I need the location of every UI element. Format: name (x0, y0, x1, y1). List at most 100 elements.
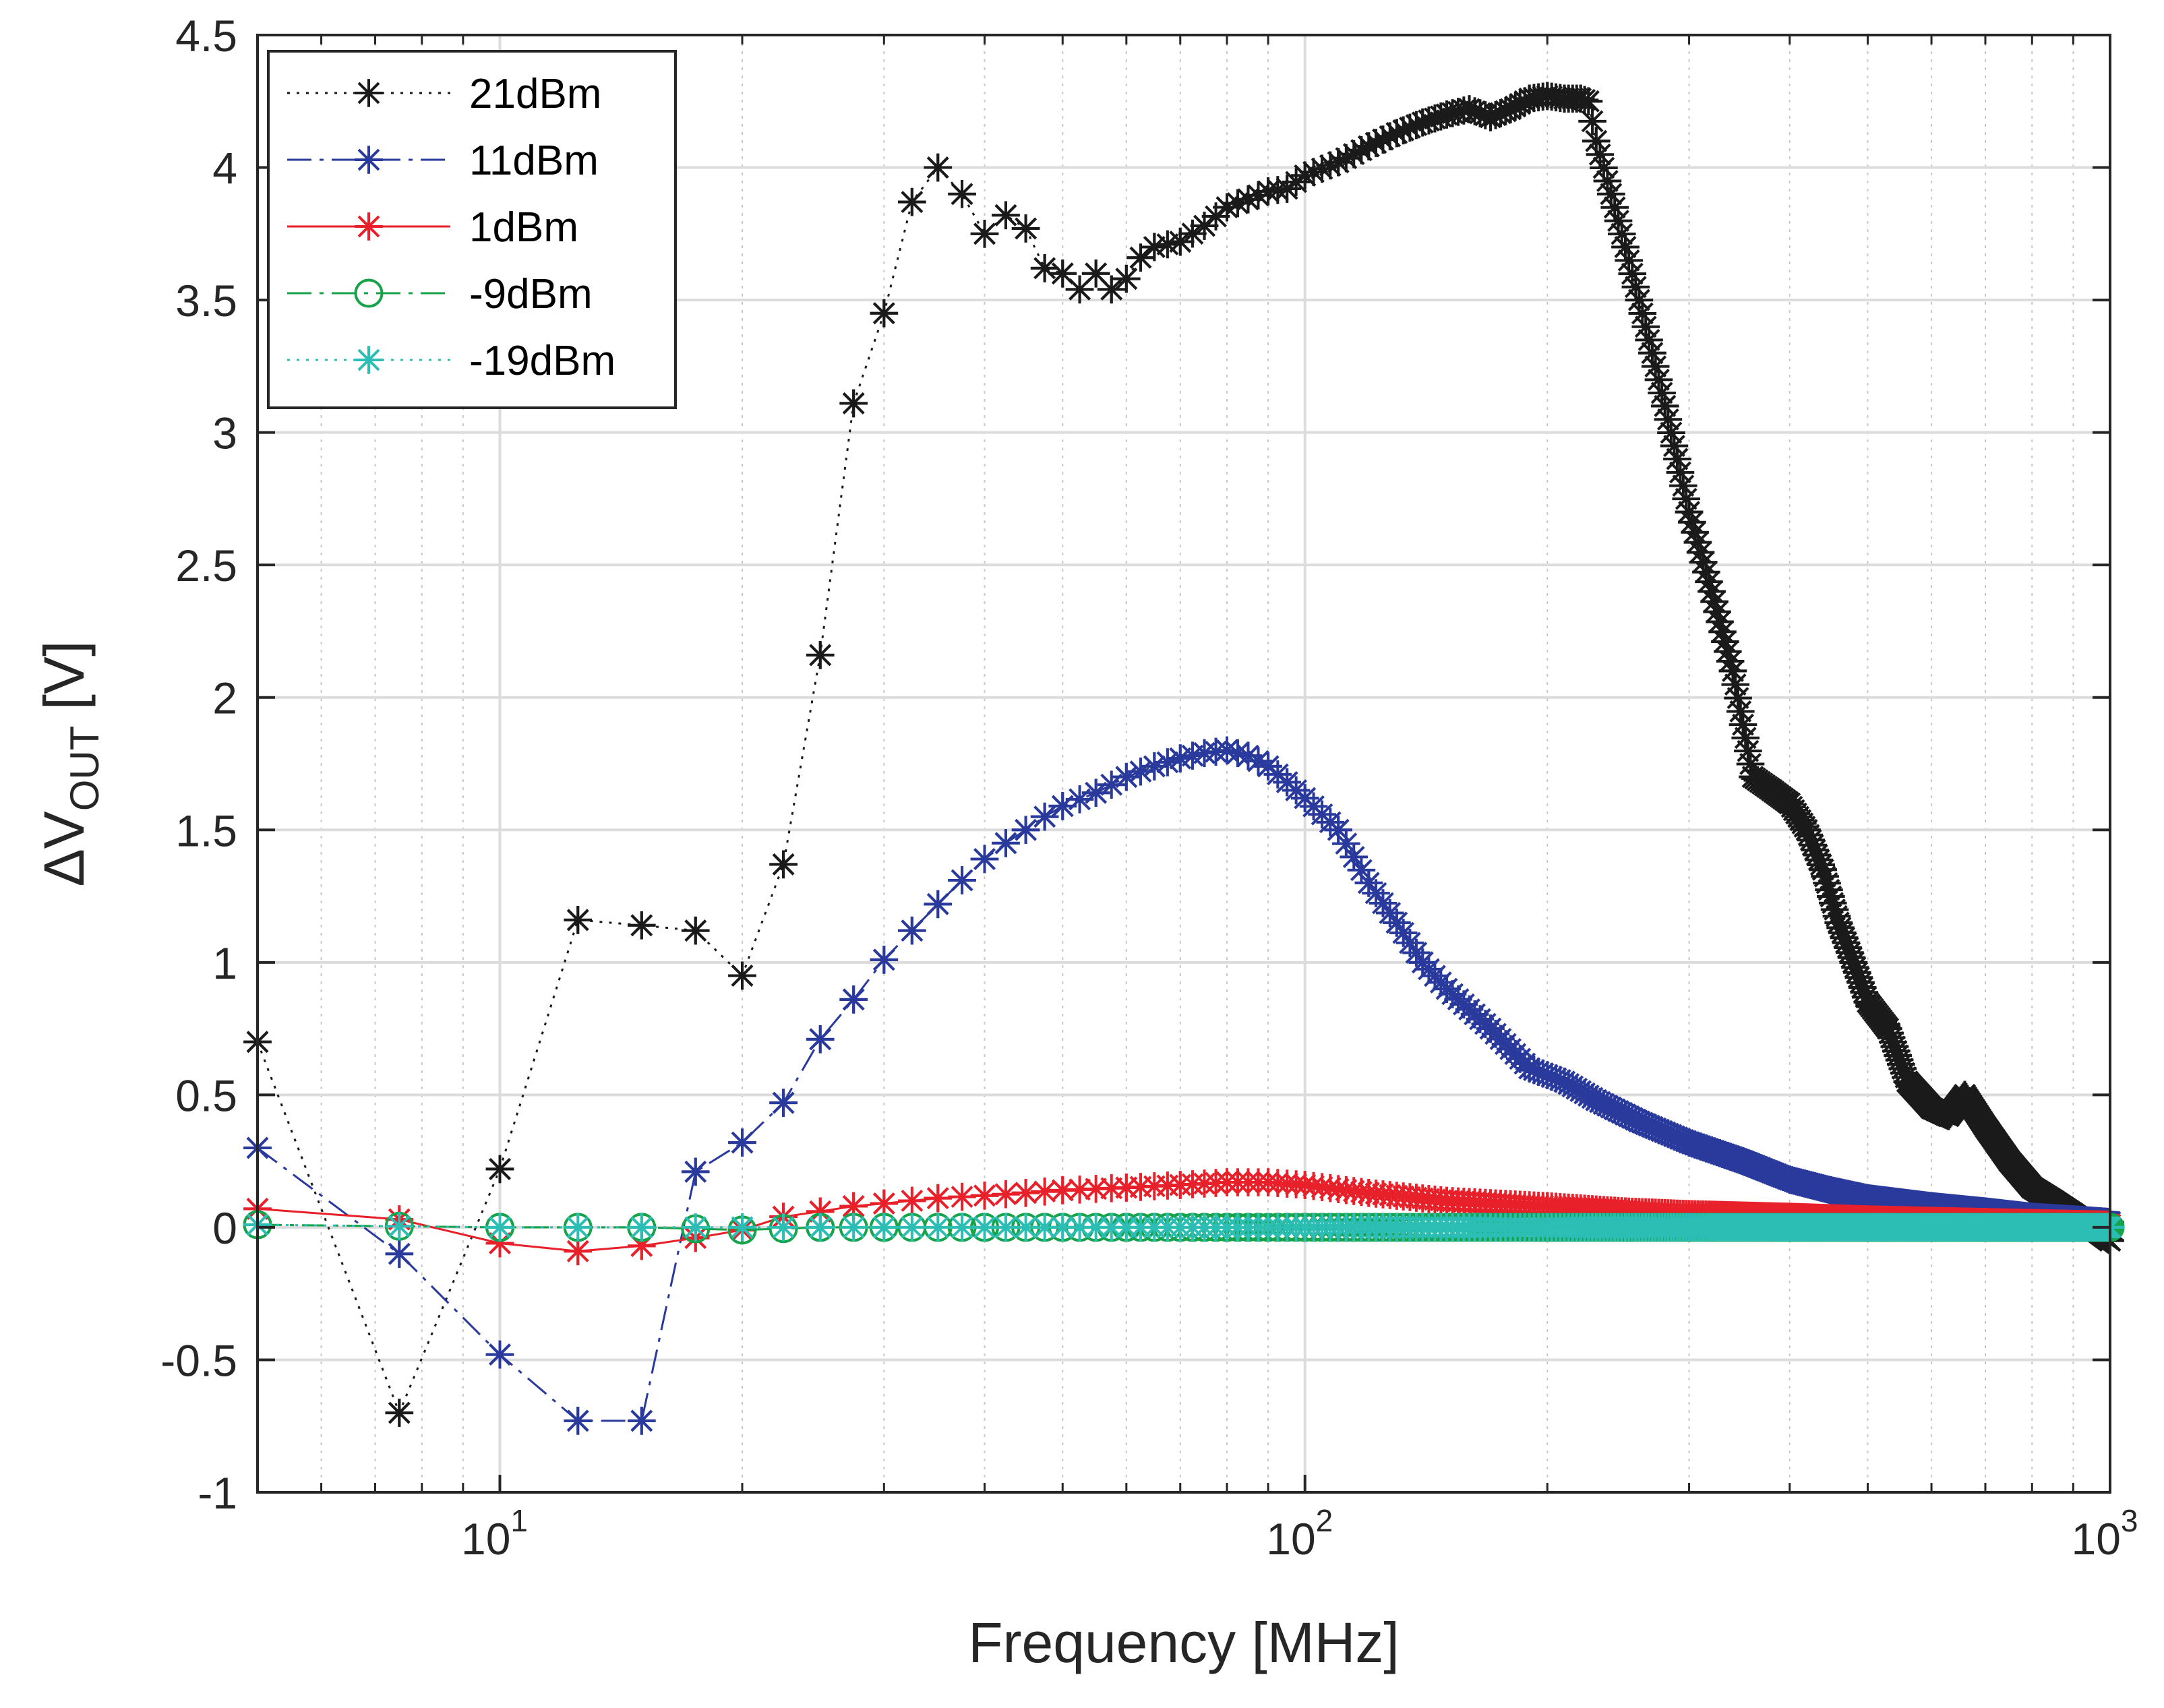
y-tick-label: 4.5 (175, 11, 237, 61)
data-point (948, 866, 976, 894)
data-point (1625, 286, 1654, 314)
data-point (1290, 1213, 1319, 1242)
data-point (1582, 1086, 1611, 1115)
data-point (1853, 987, 1882, 1016)
data-point (970, 845, 999, 874)
data-point (1273, 768, 1301, 797)
data-point (769, 850, 798, 879)
data-point (1809, 855, 1837, 884)
data-point (924, 1184, 953, 1213)
legend-marker (355, 79, 383, 107)
data-point (1718, 657, 1747, 685)
series-layer (243, 82, 2125, 1435)
data-point (1597, 180, 1625, 208)
data-point (628, 1213, 656, 1242)
y-tick-label: 0 (212, 1203, 237, 1253)
data-point (1190, 212, 1219, 240)
data-point (839, 985, 868, 1014)
data-point (924, 1213, 953, 1242)
data-point (1995, 1147, 2024, 1176)
data-point (1672, 485, 1701, 513)
data-point (1675, 1213, 1704, 1242)
data-point (1213, 193, 1241, 222)
data-point (1324, 816, 1352, 845)
data-point (385, 1240, 414, 1269)
data-point (769, 1089, 798, 1117)
data-point (681, 1157, 710, 1186)
data-point (1081, 779, 1110, 807)
data-point (1290, 161, 1319, 190)
data-point (898, 187, 926, 216)
data-point (1950, 1080, 1979, 1109)
x-tick-exponent: 2 (1316, 1503, 1333, 1538)
y-tick-label: 1 (212, 938, 237, 988)
data-point (898, 916, 926, 945)
y-tick-label: 4 (212, 144, 237, 193)
data-point (1775, 789, 1804, 818)
data-point (1650, 392, 1679, 421)
data-point (564, 906, 593, 934)
data-point (970, 220, 999, 248)
data-point (1476, 103, 1505, 131)
data-point (1097, 770, 1126, 799)
data-point (1112, 1213, 1141, 1242)
data-point (1030, 802, 1059, 831)
x-tick-exponent: 3 (2121, 1503, 2138, 1538)
data-point (1030, 254, 1059, 282)
data-point (1048, 792, 1077, 820)
data-point (1793, 816, 1821, 845)
data-point (1775, 1165, 1804, 1194)
data-point (1824, 909, 1853, 937)
legend-marker (355, 146, 383, 174)
data-point (806, 641, 835, 669)
legend: 21dBm 11dBm 1dBm -9dBm -19dBm (267, 50, 677, 409)
legend-label: 11dBm (469, 138, 599, 184)
data-point (1011, 816, 1040, 845)
data-point (806, 1025, 835, 1054)
y-tick-label: 3 (212, 408, 237, 458)
data-point (992, 829, 1020, 857)
data-point (1675, 1128, 1704, 1157)
x-tick-exponent: 1 (510, 1503, 528, 1538)
data-point (1383, 909, 1411, 937)
data-point (1574, 87, 1603, 116)
data-point (1166, 1171, 1195, 1199)
legend-label: -9dBm (469, 271, 593, 317)
data-point (1663, 445, 1691, 473)
data-point (1254, 752, 1282, 781)
data-point (839, 1213, 868, 1242)
y-tick-label: 2 (212, 673, 237, 723)
data-point (1433, 100, 1461, 129)
x-axis-title: Frequency [MHz] (968, 1611, 1400, 1674)
data-point (1408, 948, 1437, 977)
data-point (1290, 784, 1319, 812)
data-point (1011, 1179, 1040, 1207)
data-point (1971, 1213, 2000, 1242)
data-point (1706, 607, 1734, 636)
data-point (1048, 1213, 1077, 1242)
data-point (1433, 975, 1461, 1003)
data-point (870, 946, 899, 974)
data-point (924, 153, 953, 182)
data-point (564, 1213, 593, 1242)
data-point (948, 180, 976, 208)
data-point (1433, 1186, 1461, 1215)
legend-label: -19dBm (469, 338, 615, 384)
data-point (1934, 1102, 1963, 1130)
data-point (1354, 1179, 1383, 1207)
x-tick-base: 10 (2071, 1514, 2120, 1564)
data-point (564, 1407, 593, 1435)
data-point (1048, 1176, 1077, 1204)
data-point (1893, 1067, 1922, 1096)
data-point (1711, 628, 1739, 656)
data-point (1853, 1213, 1882, 1242)
data-point (970, 1213, 999, 1242)
data-point (1383, 119, 1411, 148)
data-point (1354, 132, 1383, 160)
data-point (728, 1213, 756, 1242)
data-point (628, 911, 656, 940)
data-point (898, 1213, 926, 1242)
data-point (1011, 214, 1040, 243)
y-tick-label: 2.5 (175, 541, 237, 590)
